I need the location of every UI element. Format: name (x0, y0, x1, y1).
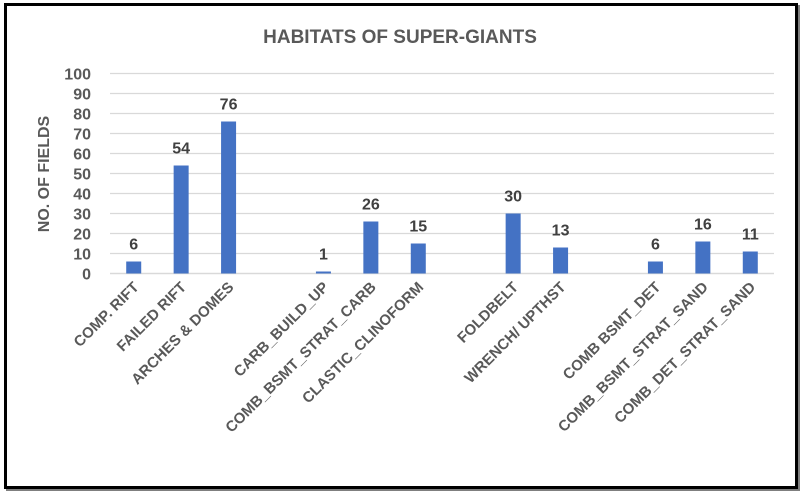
gridlines (110, 72, 774, 275)
y-tick-label: 60 (73, 147, 91, 164)
bar (126, 261, 142, 274)
data-label: 76 (220, 97, 238, 114)
chart-frame (4, 3, 798, 489)
data-labels: 6 54 76 1 26 15 30 13 6 16 11 (129, 97, 759, 264)
y-tick-label: 70 (73, 127, 91, 144)
y-tick-label: 50 (73, 167, 91, 184)
data-label: 54 (172, 141, 190, 158)
data-label: 13 (552, 223, 570, 240)
bars (126, 121, 758, 274)
y-tick-label: 40 (73, 187, 91, 204)
data-label: 15 (409, 219, 427, 236)
data-label: 30 (504, 189, 522, 206)
y-tick-label: 80 (73, 107, 91, 124)
data-label: 1 (319, 247, 328, 264)
bar (647, 261, 663, 274)
bar (410, 243, 426, 274)
data-label: 6 (129, 237, 138, 254)
y-axis-ticks: 0 10 20 30 40 50 60 70 80 90 100 (64, 67, 91, 284)
bar (221, 121, 237, 274)
data-label: 16 (694, 217, 712, 234)
bar (505, 213, 521, 274)
data-label: 26 (362, 197, 380, 214)
y-tick-label: 10 (73, 247, 91, 264)
data-label: 11 (742, 227, 759, 244)
bar (553, 247, 569, 274)
y-tick-label: 30 (73, 207, 91, 224)
y-tick-label: 0 (82, 267, 91, 284)
y-tick-label: 100 (64, 67, 91, 84)
y-tick-label: 20 (73, 227, 91, 244)
y-tick-label: 90 (73, 87, 91, 104)
bar (363, 221, 379, 274)
chart-title: HABITATS OF SUPER-GIANTS (263, 27, 537, 48)
bar (315, 271, 331, 274)
bar (695, 241, 711, 274)
bar (173, 165, 189, 274)
y-axis-label: NO. OF FIELDS (36, 115, 53, 232)
data-label: 6 (651, 237, 660, 254)
bar (742, 251, 758, 274)
